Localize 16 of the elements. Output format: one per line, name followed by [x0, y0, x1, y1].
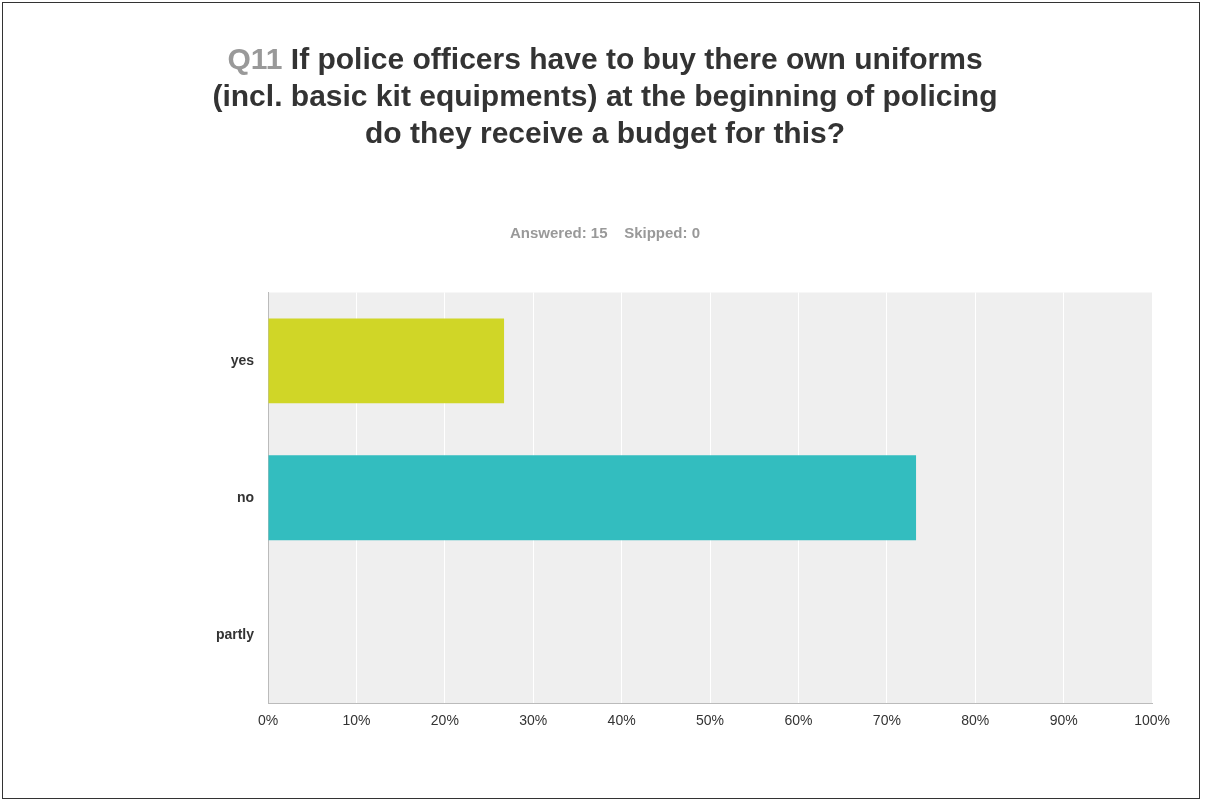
- x-tick-label: 30%: [519, 712, 548, 729]
- x-tick-label: 80%: [961, 712, 990, 729]
- x-tick-label: 60%: [784, 712, 813, 729]
- chart-subtitle: Answered: 15 Skipped: 0: [508, 224, 702, 241]
- x-tick-label: 20%: [430, 712, 459, 729]
- x-tick-label: 50%: [696, 712, 725, 729]
- y-tick-label: yes: [230, 351, 255, 368]
- x-tick-label: 0%: [257, 712, 279, 729]
- x-tick-label: 90%: [1049, 712, 1078, 729]
- x-tick-label: 100%: [1134, 712, 1170, 729]
- x-tick-label: 10%: [342, 712, 371, 729]
- x-tick-label: 70%: [872, 712, 901, 729]
- x-tick-label: 40%: [607, 712, 636, 729]
- chart-title: Q11 If police officers have to buy there own uniforms (incl. basic kit equipments) at the beginning of policing do they receive a budget for this?: [212, 42, 998, 149]
- y-tick-label: no: [236, 488, 254, 505]
- y-tick-label: partly: [215, 625, 255, 642]
